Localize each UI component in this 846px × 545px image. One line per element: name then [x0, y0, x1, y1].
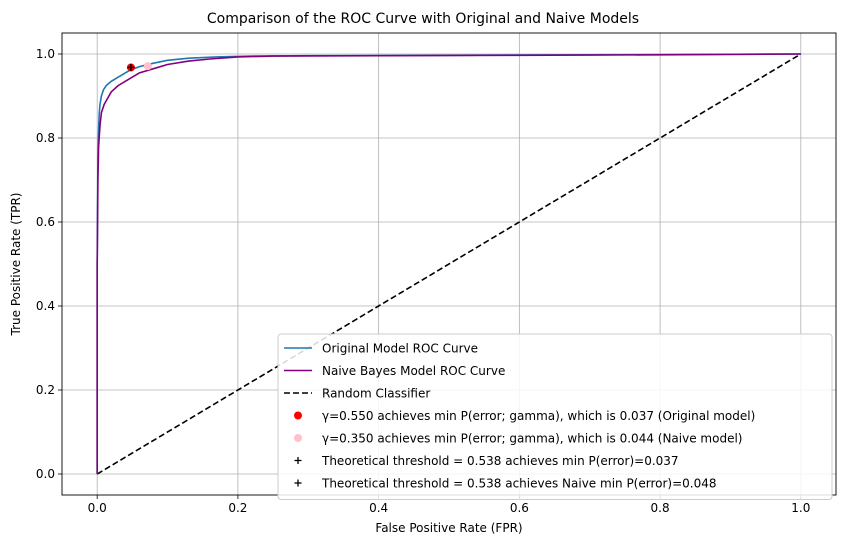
grid-lines [62, 33, 836, 495]
legend-item-7: Theoretical threshold = 0.538 achieves N… [294, 477, 717, 491]
legend-label: Theoretical threshold = 0.538 achieves m… [321, 454, 679, 468]
legend-label: Theoretical threshold = 0.538 achieves N… [321, 477, 717, 491]
y-tick-label: 0.4 [36, 299, 55, 313]
legend-label: Naive Bayes Model ROC Curve [322, 364, 505, 378]
x-tick-label: 0.8 [651, 501, 670, 515]
y-tick-label: 1.0 [36, 47, 55, 61]
legend-label: γ=0.350 achieves min P(error; gamma), wh… [322, 432, 742, 446]
legend-item-4: γ=0.550 achieves min P(error; gamma), wh… [294, 409, 755, 423]
y-axis-ticks: 0.0 0.2 0.4 0.6 0.8 1.0 [36, 47, 62, 481]
x-tick-label: 0.6 [510, 501, 529, 515]
legend-item-3: Random Classifier [284, 387, 430, 401]
x-tick-label: 0.0 [88, 501, 107, 515]
series-line-2 [96, 53, 801, 474]
legend-swatch [294, 479, 302, 487]
random-classifier-layer [96, 53, 802, 475]
y-axis-label: True Positive Rate (TPR) [9, 193, 23, 337]
chart-title: Comparison of the ROC Curve with Origina… [207, 11, 639, 27]
marker-2 [143, 62, 152, 71]
markers-layer [126, 62, 152, 72]
x-axis-label: False Positive Rate (FPR) [375, 521, 522, 535]
y-tick-label: 0.8 [36, 131, 55, 145]
legend-item-2: Naive Bayes Model ROC Curve [284, 364, 505, 378]
x-tick-label: 0.4 [369, 501, 388, 515]
legend-swatch [294, 434, 302, 442]
legend-swatch [294, 457, 302, 464]
legend-item-1: Original Model ROC Curve [284, 342, 478, 356]
x-axis-ticks: 0.0 0.2 0.4 0.6 0.8 1.0 [88, 495, 810, 515]
marker-4 [127, 63, 135, 71]
y-tick-label: 0.2 [36, 383, 55, 397]
y-tick-label: 0.0 [36, 467, 55, 481]
legend-label: Original Model ROC Curve [322, 342, 478, 356]
series-layer [96, 53, 801, 474]
y-tick-label: 0.6 [36, 215, 55, 229]
legend: Original Model ROC Curve Naive Bayes Mode… [277, 333, 833, 500]
series-line-3 [96, 53, 802, 475]
legend-item-5: γ=0.350 achieves min P(error; gamma), wh… [294, 432, 742, 446]
legend-label: γ=0.550 achieves min P(error; gamma), wh… [322, 409, 755, 423]
legend-box [277, 333, 833, 500]
legend-item-6: Theoretical threshold = 0.538 achieves m… [294, 454, 679, 468]
x-tick-label: 1.0 [791, 501, 810, 515]
legend-swatch [294, 411, 302, 420]
x-tick-label: 0.2 [228, 501, 247, 515]
legend-label: Random Classifier [322, 387, 430, 401]
